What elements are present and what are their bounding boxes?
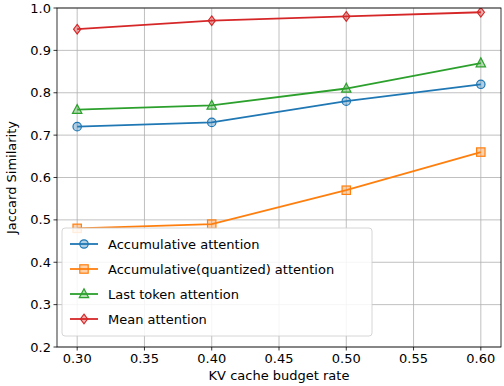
chart: 0.30 0.35 0.40 0.45 0.50 0.55 0.60 0.2 0.3 0.4 0.5… xyxy=(0,0,504,386)
y-tick xyxy=(54,219,58,220)
y-tick-label: 0.5 xyxy=(30,212,51,227)
legend-marker xyxy=(80,314,87,324)
series-line xyxy=(77,152,481,228)
x-tick-label: 0.45 xyxy=(265,351,294,366)
series-marker xyxy=(74,24,81,34)
series-line xyxy=(77,84,481,126)
legend-label: Last token attention xyxy=(108,287,239,302)
x-tick-label: 0.35 xyxy=(130,351,159,366)
y-tick xyxy=(54,304,58,305)
y-tick xyxy=(54,8,58,9)
y-grid-line xyxy=(57,219,501,220)
series-marker xyxy=(476,58,485,67)
x-tick-label: 0.55 xyxy=(399,351,428,366)
y-tick xyxy=(54,347,58,348)
series-marker xyxy=(342,186,350,194)
x-axis-label: KV cache budget rate xyxy=(209,368,350,383)
y-grid-line xyxy=(57,50,501,51)
y-tick-label: 0.9 xyxy=(30,43,51,58)
grid xyxy=(57,8,501,347)
series-line xyxy=(77,12,481,29)
background xyxy=(0,0,504,386)
y-grid-line xyxy=(57,92,501,93)
x-tick xyxy=(413,347,414,351)
x-tick xyxy=(279,347,280,351)
legend-label: Accumulative attention xyxy=(108,237,260,252)
series-line xyxy=(77,63,481,110)
y-grid-line xyxy=(57,135,501,136)
y-tick-label: 0.2 xyxy=(30,340,51,355)
x-tick xyxy=(480,347,481,351)
legend-marker xyxy=(80,265,88,273)
y-tick xyxy=(54,135,58,136)
series-marker xyxy=(477,148,485,156)
series-marker xyxy=(477,80,485,88)
x-tick xyxy=(77,347,78,351)
legend-box xyxy=(62,228,372,336)
series-marker xyxy=(343,12,350,22)
x-tick xyxy=(144,347,145,351)
x-tick-label: 0.50 xyxy=(332,351,361,366)
x-tick-label: 0.60 xyxy=(466,351,495,366)
series-marker xyxy=(72,105,81,114)
series-marker xyxy=(208,16,215,26)
x-tick-label: 0.30 xyxy=(63,351,92,366)
series-marker xyxy=(208,118,216,126)
y-tick xyxy=(54,50,58,51)
series-marker xyxy=(73,122,81,130)
legend-marker xyxy=(79,289,88,298)
x-tick xyxy=(346,347,347,351)
legend: Accumulative attention Accumulative(quant… xyxy=(62,228,372,336)
legend-label: Mean attention xyxy=(108,312,207,327)
series-marker xyxy=(342,83,351,92)
y-tick-label: 0.7 xyxy=(30,128,51,143)
y-tick-label: 0.3 xyxy=(30,297,51,312)
series-marker xyxy=(477,8,484,17)
y-tick xyxy=(54,177,58,178)
x-tick xyxy=(211,347,212,351)
y-grid-line xyxy=(57,177,501,178)
series-marker xyxy=(208,220,216,228)
y-tick xyxy=(54,92,58,93)
y-axis-label: Jaccard Similarity xyxy=(4,121,19,235)
legend-marker xyxy=(80,240,88,248)
legend-label: Accumulative(quantized) attention xyxy=(108,262,334,277)
y-tick-label: 1.0 xyxy=(30,1,51,16)
y-tick-label: 0.4 xyxy=(30,255,51,270)
series-marker xyxy=(207,100,216,109)
series-marker xyxy=(342,97,350,105)
y-tick xyxy=(54,262,58,263)
y-tick-label: 0.6 xyxy=(30,170,51,185)
plot-frame xyxy=(57,8,501,347)
y-tick-label: 0.8 xyxy=(30,85,51,100)
x-tick-label: 0.40 xyxy=(197,351,226,366)
plot-data xyxy=(72,8,485,233)
